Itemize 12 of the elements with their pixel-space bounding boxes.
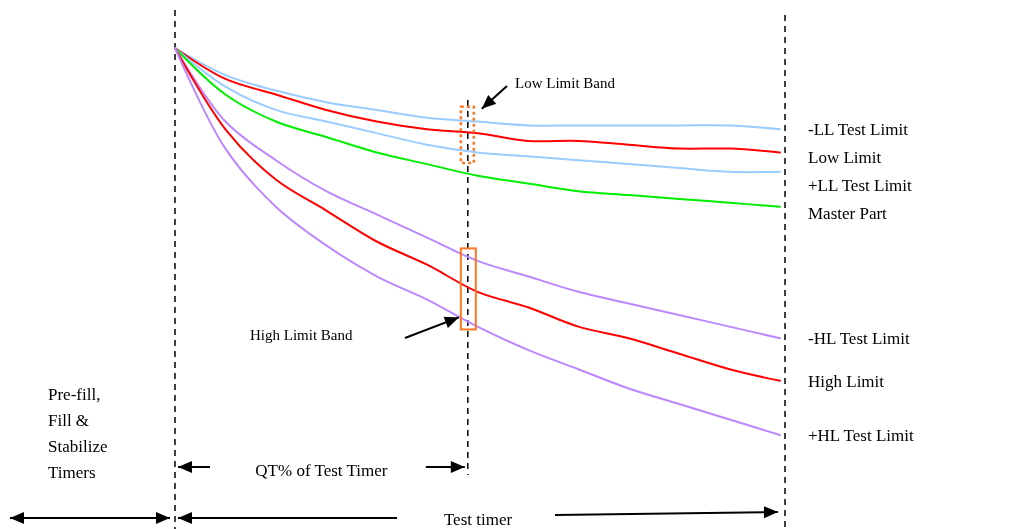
series-label: -HL Test Limit bbox=[808, 329, 911, 349]
series-label: -LL Test Limit bbox=[808, 120, 909, 140]
text: Test timer bbox=[443, 509, 513, 529]
series-label: +LL Test Limit bbox=[808, 176, 913, 196]
series-label: +HL Test Limit bbox=[808, 425, 914, 445]
annotation: High Limit Band bbox=[250, 327, 353, 343]
series-label: Master Part bbox=[808, 204, 888, 224]
text: QT% of Test Timer bbox=[255, 460, 388, 480]
annotation: Low Limit Band bbox=[515, 75, 616, 91]
text: Pre-fill, Fill & Stabilize Timers bbox=[48, 385, 108, 482]
series-label: High Limit bbox=[808, 371, 885, 391]
series-label: Low Limit bbox=[808, 148, 882, 168]
